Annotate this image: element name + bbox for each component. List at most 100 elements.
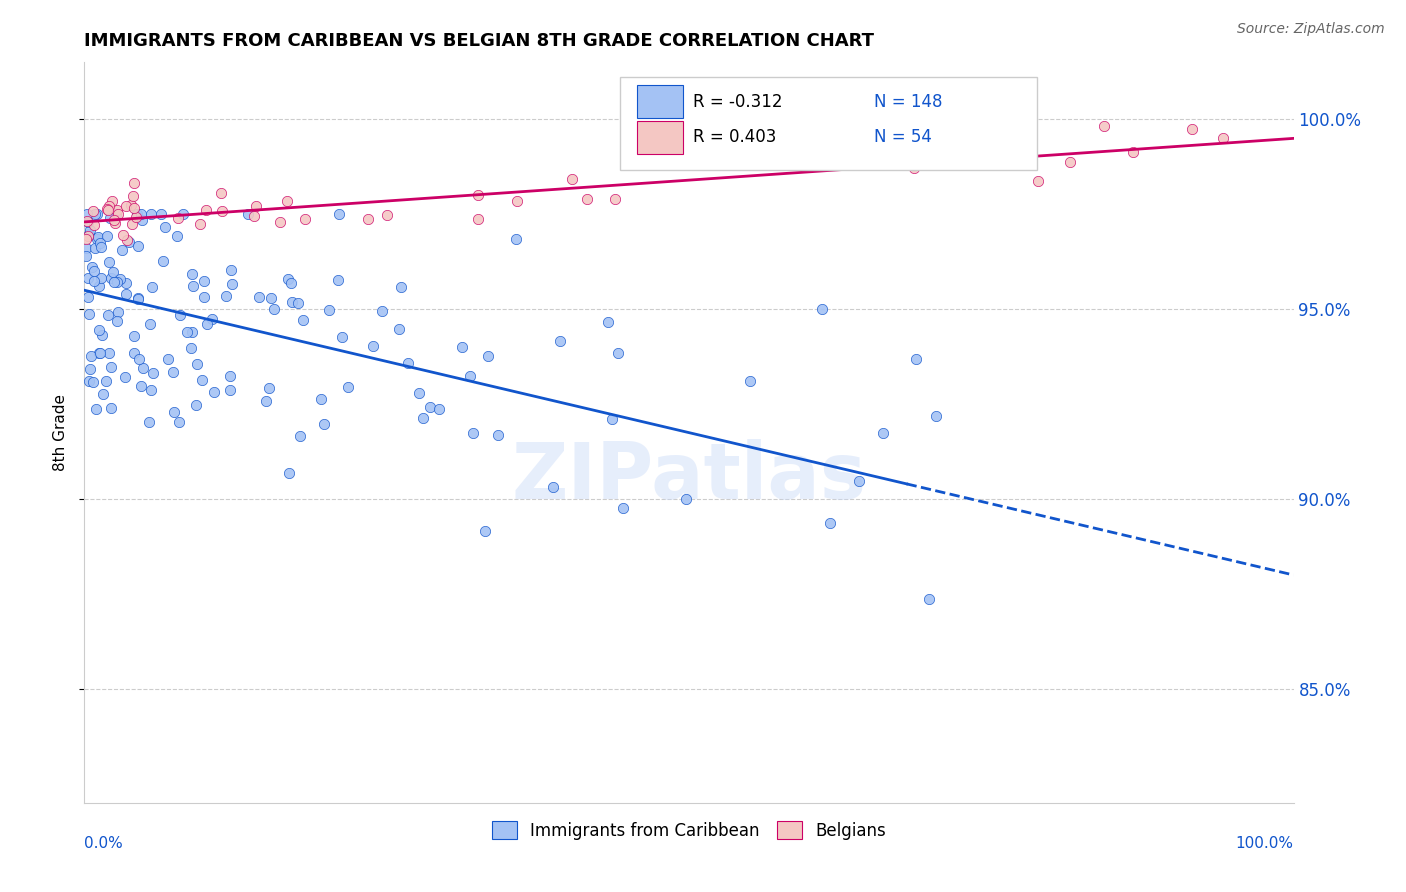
Point: [76, 290, 98, 304]
Point: [87, 230, 110, 244]
Point: [90, 240, 112, 254]
Point: [167, 415, 190, 429]
Point: [202, 385, 225, 400]
Point: [100, 271, 122, 285]
Point: [122, 329, 145, 343]
Point: [115, 233, 138, 247]
Point: [740, 374, 762, 388]
Point: [371, 304, 394, 318]
Point: [84, 207, 107, 221]
Point: [191, 373, 214, 387]
Text: Source: ZipAtlas.com: Source: ZipAtlas.com: [1237, 22, 1385, 37]
Point: [427, 401, 450, 416]
Point: [83, 274, 105, 288]
Point: [184, 398, 207, 412]
Point: [127, 292, 149, 306]
Point: [166, 229, 188, 244]
Point: [76, 207, 98, 221]
Point: [125, 207, 148, 221]
Point: [122, 201, 145, 215]
Text: N = 54: N = 54: [875, 128, 932, 146]
Point: [848, 474, 870, 488]
Point: [107, 314, 129, 328]
Point: [83, 264, 105, 278]
Point: [150, 207, 173, 221]
Point: [89, 346, 111, 360]
Point: [107, 207, 129, 221]
Point: [461, 425, 484, 440]
Point: [86, 207, 108, 221]
Point: [101, 194, 124, 209]
Point: [114, 198, 136, 212]
Point: [169, 308, 191, 322]
Point: [138, 415, 160, 429]
Point: [458, 369, 481, 384]
Point: [1212, 130, 1234, 145]
Point: [889, 154, 911, 169]
Point: [89, 270, 111, 285]
Point: [215, 289, 238, 303]
Point: [163, 405, 186, 419]
Point: [141, 280, 163, 294]
Point: [943, 140, 966, 154]
Point: [96, 229, 118, 244]
FancyBboxPatch shape: [620, 78, 1038, 169]
Point: [180, 341, 202, 355]
Point: [80, 349, 103, 363]
Point: [77, 307, 100, 321]
Point: [127, 239, 149, 253]
Point: [219, 383, 242, 397]
Point: [291, 313, 314, 327]
Point: [486, 428, 509, 442]
Point: [312, 417, 335, 432]
Point: [167, 211, 190, 225]
Point: [361, 339, 384, 353]
Text: N = 148: N = 148: [875, 93, 942, 111]
Point: [139, 207, 162, 221]
Point: [243, 209, 266, 223]
Point: [467, 188, 489, 202]
Text: R = -0.312: R = -0.312: [693, 93, 782, 111]
Point: [86, 232, 108, 246]
Point: [903, 161, 925, 176]
Point: [193, 274, 215, 288]
Point: [811, 302, 834, 317]
Point: [904, 351, 927, 366]
Point: [82, 204, 104, 219]
Point: [79, 361, 101, 376]
Point: [131, 213, 153, 227]
Point: [155, 220, 177, 235]
Point: [90, 328, 112, 343]
Point: [84, 241, 107, 255]
Point: [97, 199, 120, 213]
Point: [176, 325, 198, 339]
Point: [318, 303, 340, 318]
Point: [561, 172, 583, 186]
Point: [259, 291, 281, 305]
Point: [1026, 174, 1049, 188]
Point: [100, 401, 122, 416]
Point: [75, 232, 97, 246]
Point: [247, 290, 270, 304]
Point: [152, 254, 174, 268]
Point: [105, 276, 128, 290]
Text: IMMIGRANTS FROM CARIBBEAN VS BELGIAN 8TH GRADE CORRELATION CHART: IMMIGRANTS FROM CARIBBEAN VS BELGIAN 8TH…: [84, 32, 875, 50]
Point: [98, 345, 121, 359]
Point: [131, 360, 153, 375]
Point: [419, 400, 441, 414]
Point: [209, 186, 232, 200]
Point: [131, 379, 153, 393]
Point: [91, 387, 114, 401]
Point: [918, 591, 941, 606]
Point: [108, 271, 131, 285]
Text: 0.0%: 0.0%: [84, 836, 124, 851]
Point: [107, 305, 129, 319]
Point: [605, 193, 627, 207]
Point: [104, 216, 127, 230]
Text: ZIPatlas: ZIPatlas: [512, 439, 866, 515]
Text: R = 0.403: R = 0.403: [693, 128, 776, 146]
Point: [211, 204, 233, 219]
Point: [121, 217, 143, 231]
FancyBboxPatch shape: [637, 86, 683, 118]
Point: [87, 279, 110, 293]
